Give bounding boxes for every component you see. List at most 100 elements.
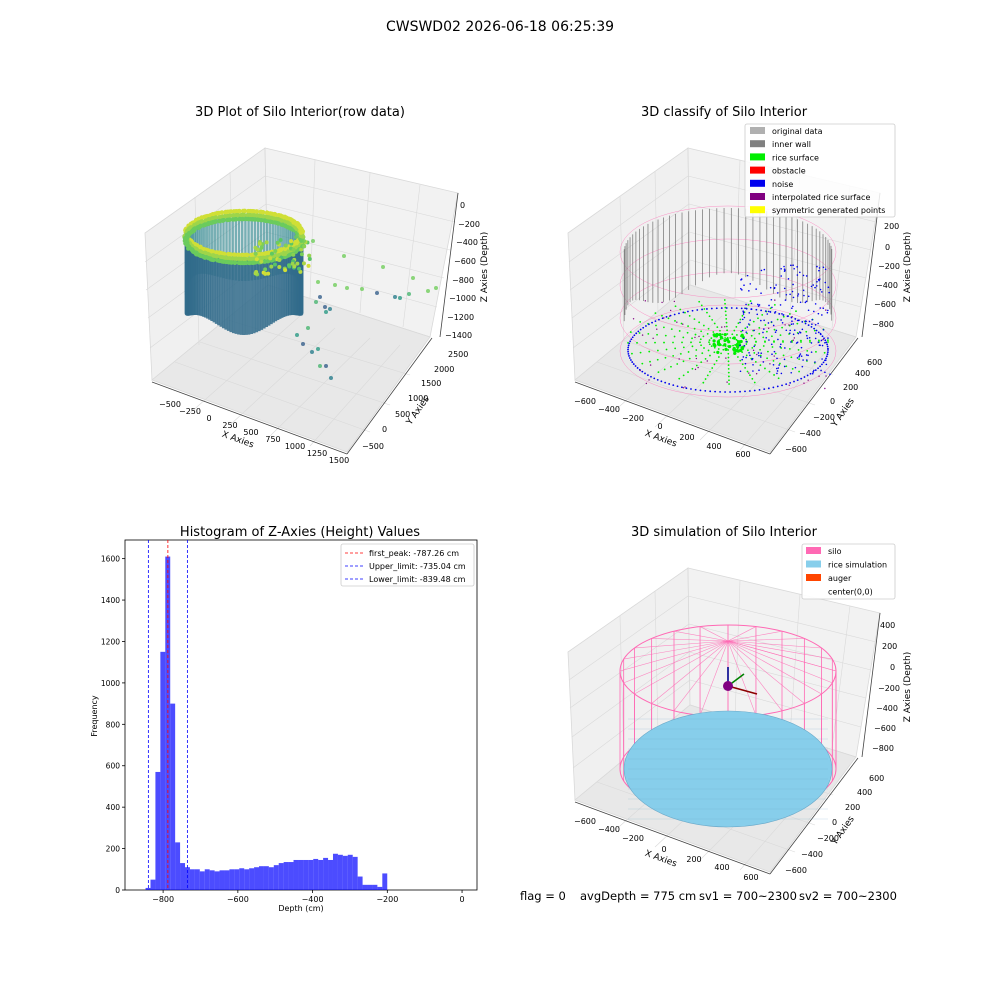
classify-noise-point (762, 331, 764, 334)
classify-rice-surface-point (764, 367, 766, 370)
histogram-bar (318, 859, 324, 890)
classify-noise-point (814, 303, 817, 305)
simulation-silo-roof-line (651, 640, 729, 704)
classify-noise-point (740, 279, 742, 281)
classify-rice-surface-point (723, 338, 727, 343)
classify-noise-point (678, 312, 680, 315)
classify-rice-surface-point (739, 318, 742, 321)
classify-rice-surface-point (753, 381, 756, 384)
simulation-z-tick-label: −200 (878, 684, 900, 693)
classify-legend-label: inner wall (772, 140, 811, 149)
classify-silo-ring (619, 205, 837, 299)
histogram-bar (170, 703, 176, 890)
classify-rice-surface-point (687, 325, 689, 328)
classify-rice-surface-point (745, 354, 748, 357)
classify-rice-surface-point (713, 351, 716, 354)
classify-rice-surface-point (739, 359, 742, 362)
classify-noise-point (819, 365, 822, 368)
classify-rice-surface-point (740, 347, 744, 351)
classify-noise-point (810, 285, 813, 288)
classify-rice-surface-point (679, 353, 682, 355)
classify-interpolated-point (803, 382, 805, 384)
classify-rice-surface-point (698, 300, 701, 303)
classify-noise-point (757, 303, 759, 306)
raw-x-tick-label: 1250 (307, 449, 327, 458)
raw-point (215, 258, 220, 263)
classify-rice-surface-point (700, 330, 703, 333)
raw-panel-title: 3D Plot of Silo Interior(row data) (195, 105, 405, 120)
classify-interpolated-point (682, 323, 684, 325)
classify-z-tick-label: −800 (872, 320, 894, 329)
classify-rice-surface-point (711, 367, 714, 369)
raw-outlier-point (295, 333, 299, 337)
classify-noise-point (680, 386, 683, 389)
classify-z-tick-label: −600 (874, 300, 896, 309)
classify-noise-point (745, 331, 748, 333)
histogram-y-tick-label: 0 (115, 886, 120, 895)
simulation-silo-roof-line (727, 626, 757, 642)
classify-rice-surface-point (703, 347, 705, 349)
histogram-y-label: Frequency (90, 695, 99, 737)
classify-noise-point (785, 383, 788, 386)
raw-point (291, 247, 296, 252)
raw-outlier-point (342, 254, 346, 258)
classify-noise-point (802, 289, 805, 292)
simulation-silo-roof-line (699, 626, 729, 642)
classify-rice-surface-point (688, 357, 691, 360)
histogram-x-tick-label: −200 (376, 895, 398, 904)
classify-interpolated-point (641, 334, 644, 336)
classify-noise-point (742, 313, 745, 315)
classify-interpolated-point (694, 336, 696, 339)
classify-noise-point (824, 341, 826, 344)
classify-rice-surface-point (781, 326, 784, 329)
classify-noise-point (630, 359, 632, 361)
classify-noise-point (750, 308, 753, 310)
classify-noise-point (642, 326, 645, 329)
classify-noise-point (739, 321, 741, 324)
classify-rice-surface-point (684, 311, 686, 314)
classify-rice-surface-point (670, 328, 673, 331)
classify-rice-surface-point (710, 337, 713, 340)
classify-noise-point (814, 286, 816, 289)
histogram-bar (155, 771, 161, 890)
simulation-silo-roof-line (634, 640, 729, 649)
simulation-silo-roof-line (727, 630, 783, 642)
classify-noise-point (739, 344, 741, 347)
simulation-silo-roof-line (673, 630, 729, 642)
classify-interpolated-point (698, 335, 700, 338)
classify-rice-surface-point (704, 378, 707, 380)
classify-noise-point (775, 329, 778, 332)
classify-rice-surface-point (759, 348, 762, 351)
classify-rice-surface-point (701, 352, 704, 355)
classify-noise-point (803, 294, 805, 297)
simulation-x-tick-label: −200 (622, 834, 644, 843)
classify-noise-point (808, 336, 811, 339)
raw-point (214, 250, 219, 255)
classify-interpolated-point (824, 387, 826, 390)
histogram-bar (219, 870, 225, 890)
simulation-silo-roof-line (623, 640, 729, 660)
classify-rice-surface-point (723, 343, 727, 347)
classify-interpolated-point (645, 382, 648, 385)
simulation-z-tick-label: −400 (876, 704, 898, 713)
simulation-silo-roof-line (727, 640, 805, 704)
classify-noise-point (819, 344, 821, 347)
histogram-bar (258, 866, 264, 890)
raw-outlier-point (294, 235, 298, 239)
simulation-silo-roof-line (727, 640, 833, 660)
classify-rice-surface-point (712, 331, 715, 333)
raw-point-cloud (182, 208, 438, 380)
classify-rice-surface-point (682, 336, 685, 339)
simulation-legend: silo rice simulation auger center(0,0) (801, 543, 896, 600)
classify-noise-point (748, 323, 750, 325)
classify-rice-surface-point (713, 346, 716, 349)
classify-noise-point (797, 293, 800, 295)
classify-noise-point (796, 379, 799, 382)
classify-rice-surface-point (663, 341, 665, 344)
classify-noise-point (784, 347, 786, 349)
classify-noise-point (665, 315, 668, 318)
histogram-y-ticks: 0 200 400 600 800 1000 1200 1400 1600 (101, 555, 125, 895)
classify-noise-point (755, 308, 758, 311)
classify-rice-surface-point (682, 360, 685, 363)
classify-noise-point (719, 390, 721, 393)
